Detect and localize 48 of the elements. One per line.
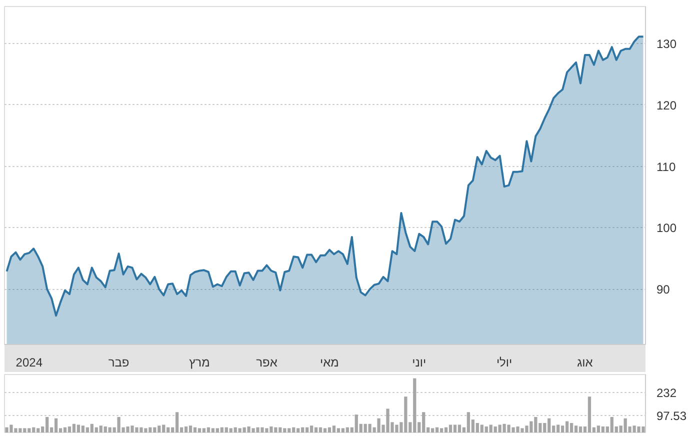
bar [318, 427, 322, 432]
x-tick-label: 2024 [16, 356, 43, 370]
bar [332, 426, 336, 432]
bar [453, 424, 457, 432]
bar [574, 426, 578, 432]
bar [81, 426, 85, 432]
bar [336, 428, 340, 432]
bar [63, 427, 67, 432]
y-tick-label: 90 [656, 282, 670, 297]
bar [588, 396, 592, 432]
bar [188, 426, 192, 432]
bar [444, 427, 448, 432]
bar [596, 426, 600, 432]
y-tick-label: 97.53 [656, 409, 687, 424]
bar [578, 426, 582, 432]
bar [202, 428, 206, 432]
bar [184, 426, 188, 432]
bar [448, 424, 452, 432]
y-tick-label: 110 [656, 160, 676, 174]
bar [54, 418, 58, 432]
x-tick-label: מאי [320, 356, 339, 370]
bar [193, 427, 197, 432]
bar [68, 426, 72, 432]
bar [198, 428, 202, 432]
x-tick-label: אוג [577, 356, 594, 370]
bar [211, 428, 215, 432]
bar [72, 424, 76, 432]
bar [466, 412, 470, 432]
bar [458, 424, 462, 432]
bar [328, 427, 332, 432]
x-tick-label: יולי [496, 356, 512, 370]
y-tick-label: 120 [656, 98, 677, 112]
bar [206, 427, 210, 432]
bar [314, 427, 318, 432]
bar [435, 427, 439, 432]
y-tick-label: 130 [656, 36, 677, 51]
bar [76, 424, 80, 432]
bar [570, 423, 574, 432]
x-tick-label: אפר [256, 356, 278, 370]
y-tick-label: 100 [656, 221, 677, 236]
bar [565, 421, 569, 432]
bar [310, 426, 314, 432]
x-tick-label: מרץ [189, 356, 210, 370]
y-tick-label: 232 [656, 386, 677, 400]
bar [323, 428, 327, 432]
bar [440, 428, 444, 432]
x-tick-label: פבר [108, 356, 130, 370]
x-tick-label: יוני [412, 356, 426, 370]
